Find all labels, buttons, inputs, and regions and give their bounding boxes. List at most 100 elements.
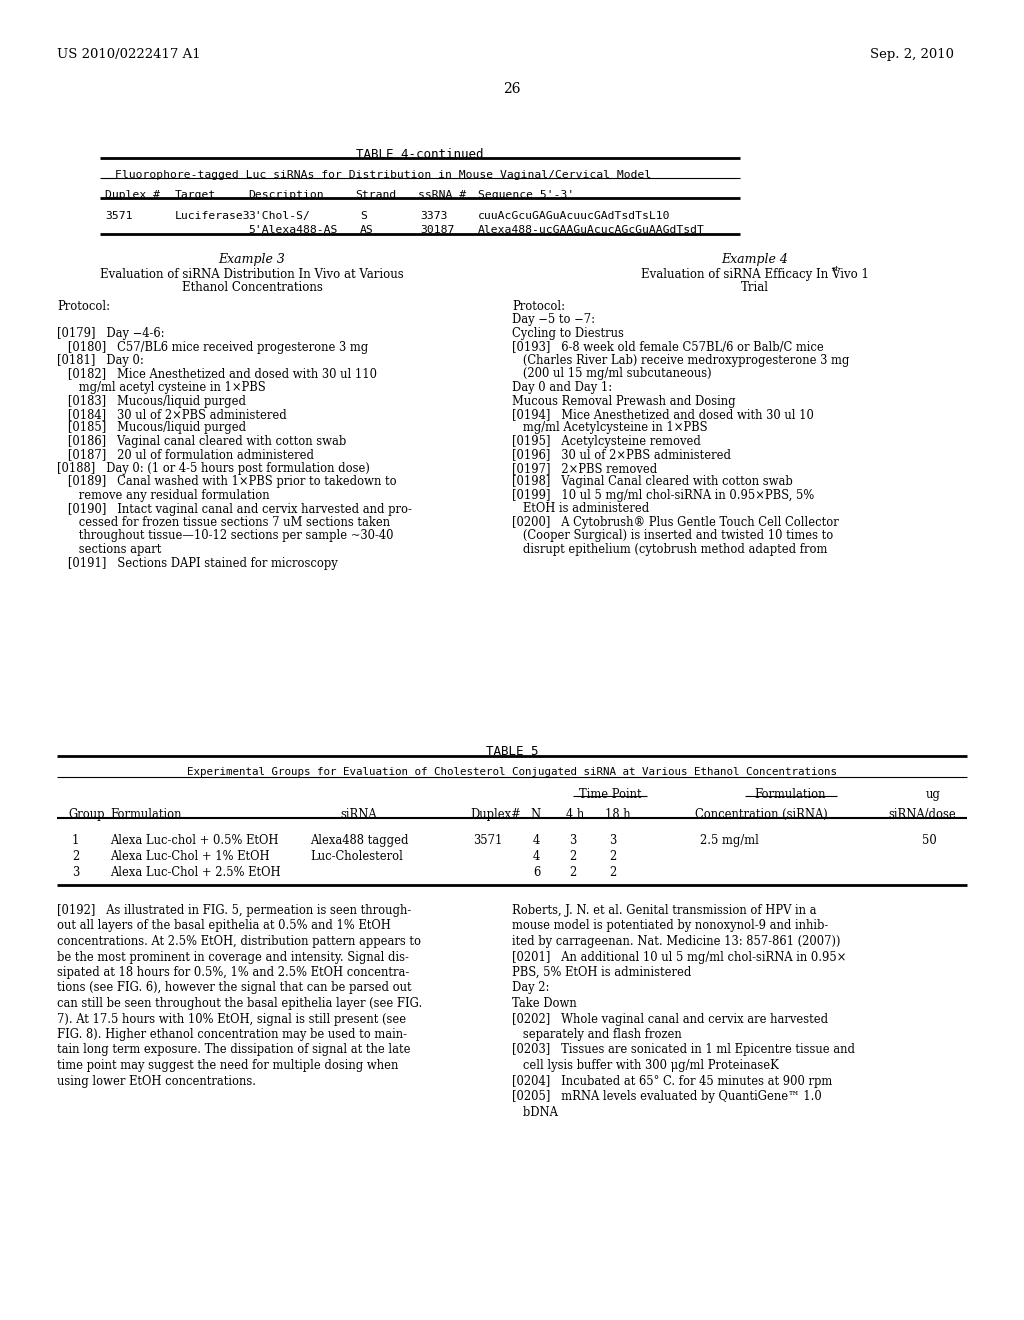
Text: [0192]   As illustrated in FIG. 5, permeation is seen through-: [0192] As illustrated in FIG. 5, permeat…: [57, 904, 412, 917]
Text: be the most prominent in coverage and intensity. Signal dis-: be the most prominent in coverage and in…: [57, 950, 409, 964]
Text: 3: 3: [609, 834, 616, 847]
Text: out all layers of the basal epithelia at 0.5% and 1% EtOH: out all layers of the basal epithelia at…: [57, 920, 391, 932]
Text: Group: Group: [68, 808, 104, 821]
Text: 1: 1: [72, 834, 80, 847]
Text: [0187]   20 ul of formulation administered: [0187] 20 ul of formulation administered: [57, 449, 314, 462]
Text: 50: 50: [922, 834, 937, 847]
Text: [0193]   6-8 week old female C57BL/6 or Balb/C mice: [0193] 6-8 week old female C57BL/6 or Ba…: [512, 341, 823, 354]
Text: Ethanol Concentrations: Ethanol Concentrations: [181, 281, 323, 294]
Text: remove any residual formulation: remove any residual formulation: [57, 488, 269, 502]
Text: FIG. 8). Higher ethanol concentration may be used to main-: FIG. 8). Higher ethanol concentration ma…: [57, 1028, 407, 1041]
Text: can still be seen throughout the basal epithelia layer (see FIG.: can still be seen throughout the basal e…: [57, 997, 422, 1010]
Text: Time Point: Time Point: [579, 788, 641, 801]
Text: Experimental Groups for Evaluation of Cholesterol Conjugated siRNA at Various Et: Experimental Groups for Evaluation of Ch…: [187, 767, 837, 777]
Text: [0198]   Vaginal Canal cleared with cotton swab: [0198] Vaginal Canal cleared with cotton…: [512, 475, 793, 488]
Text: st: st: [831, 265, 840, 273]
Text: 4: 4: [534, 850, 541, 863]
Text: 3'Chol-S/: 3'Chol-S/: [248, 211, 310, 220]
Text: (Cooper Surgical) is inserted and twisted 10 times to: (Cooper Surgical) is inserted and twiste…: [512, 529, 834, 543]
Text: 4: 4: [534, 834, 541, 847]
Text: Luciferase3: Luciferase3: [175, 211, 251, 220]
Text: Target: Target: [175, 190, 216, 201]
Text: cuuAcGcuGAGuAcuucGAdTsdTsL10: cuuAcGcuGAGuAcuucGAdTsdTsL10: [478, 211, 671, 220]
Text: cell lysis buffer with 300 μg/ml ProteinaseK: cell lysis buffer with 300 μg/ml Protein…: [512, 1059, 779, 1072]
Text: 2: 2: [569, 866, 577, 879]
Text: Formulation: Formulation: [755, 788, 825, 801]
Text: [0179]   Day −4-6:: [0179] Day −4-6:: [57, 327, 165, 341]
Text: 2: 2: [72, 850, 79, 863]
Text: Mucous Removal Prewash and Dosing: Mucous Removal Prewash and Dosing: [512, 395, 735, 408]
Text: Day 0 and Day 1:: Day 0 and Day 1:: [512, 381, 612, 393]
Text: 3571: 3571: [105, 211, 132, 220]
Text: Alexa Luc-chol + 0.5% EtOH: Alexa Luc-chol + 0.5% EtOH: [110, 834, 279, 847]
Text: [0186]   Vaginal canal cleared with cotton swab: [0186] Vaginal canal cleared with cotton…: [57, 436, 346, 447]
Text: 3: 3: [569, 834, 577, 847]
Text: Alexa488 tagged: Alexa488 tagged: [310, 834, 409, 847]
Text: [0181]   Day 0:: [0181] Day 0:: [57, 354, 143, 367]
Text: 3: 3: [72, 866, 79, 879]
Text: EtOH is administered: EtOH is administered: [512, 503, 649, 516]
Text: TABLE 4-continued: TABLE 4-continued: [356, 148, 483, 161]
Text: US 2010/0222417 A1: US 2010/0222417 A1: [57, 48, 201, 61]
Text: [0189]   Canal washed with 1×PBS prior to takedown to: [0189] Canal washed with 1×PBS prior to …: [57, 475, 396, 488]
Text: S: S: [360, 211, 367, 220]
Text: Example 4: Example 4: [722, 253, 788, 267]
Text: 30187: 30187: [420, 224, 455, 235]
Text: Take Down: Take Down: [512, 997, 577, 1010]
Text: Protocol:: Protocol:: [57, 300, 110, 313]
Text: ited by carrageenan. Nat. Medicine 13: 857-861 (2007)): ited by carrageenan. Nat. Medicine 13: 8…: [512, 935, 841, 948]
Text: 4 h: 4 h: [566, 808, 585, 821]
Text: 6: 6: [534, 866, 541, 879]
Text: tions (see FIG. 6), however the signal that can be parsed out: tions (see FIG. 6), however the signal t…: [57, 982, 412, 994]
Text: [0185]   Mucous/liquid purged: [0185] Mucous/liquid purged: [57, 421, 246, 434]
Text: ssRNA #: ssRNA #: [418, 190, 466, 201]
Text: [0188]   Day 0: (1 or 4-5 hours post formulation dose): [0188] Day 0: (1 or 4-5 hours post formu…: [57, 462, 370, 475]
Text: [0197]   2×PBS removed: [0197] 2×PBS removed: [512, 462, 657, 475]
Text: throughout tissue—10-12 sections per sample ~30-40: throughout tissue—10-12 sections per sam…: [57, 529, 393, 543]
Text: [0204]   Incubated at 65° C. for 45 minutes at 900 rpm: [0204] Incubated at 65° C. for 45 minute…: [512, 1074, 833, 1088]
Text: 26: 26: [503, 82, 521, 96]
Text: [0184]   30 ul of 2×PBS administered: [0184] 30 ul of 2×PBS administered: [57, 408, 287, 421]
Text: 2: 2: [569, 850, 577, 863]
Text: Trial: Trial: [741, 281, 769, 294]
Text: separately and flash frozen: separately and flash frozen: [512, 1028, 682, 1041]
Text: 2.5 mg/ml: 2.5 mg/ml: [700, 834, 759, 847]
Text: [0195]   Acetylcysteine removed: [0195] Acetylcysteine removed: [512, 436, 700, 447]
Text: Alexa Luc-Chol + 2.5% EtOH: Alexa Luc-Chol + 2.5% EtOH: [110, 866, 281, 879]
Text: Protocol:: Protocol:: [512, 300, 565, 313]
Text: Alexa488-ucGAAGuAcucAGcGuAAGdTsdT: Alexa488-ucGAAGuAcucAGcGuAAGdTsdT: [478, 224, 705, 235]
Text: [0196]   30 ul of 2×PBS administered: [0196] 30 ul of 2×PBS administered: [512, 449, 731, 462]
Text: mg/ml acetyl cysteine in 1×PBS: mg/ml acetyl cysteine in 1×PBS: [57, 381, 266, 393]
Text: [0190]   Intact vaginal canal and cervix harvested and pro-: [0190] Intact vaginal canal and cervix h…: [57, 503, 412, 516]
Text: Day −5 to −7:: Day −5 to −7:: [512, 314, 595, 326]
Text: [0183]   Mucous/liquid purged: [0183] Mucous/liquid purged: [57, 395, 246, 408]
Text: Description: Description: [248, 190, 324, 201]
Text: Duplex #: Duplex #: [105, 190, 160, 201]
Text: [0194]   Mice Anesthetized and dosed with 30 ul 10: [0194] Mice Anesthetized and dosed with …: [512, 408, 814, 421]
Text: Roberts, J. N. et al. Genital transmission of HPV in a: Roberts, J. N. et al. Genital transmissi…: [512, 904, 816, 917]
Text: 3373: 3373: [420, 211, 447, 220]
Text: sections apart: sections apart: [57, 543, 162, 556]
Text: sipated at 18 hours for 0.5%, 1% and 2.5% EtOH concentra-: sipated at 18 hours for 0.5%, 1% and 2.5…: [57, 966, 410, 979]
Text: bDNA: bDNA: [512, 1106, 558, 1118]
Text: disrupt epithelium (cytobrush method adapted from: disrupt epithelium (cytobrush method ada…: [512, 543, 827, 556]
Text: Evaluation of siRNA Efficacy In Vivo 1: Evaluation of siRNA Efficacy In Vivo 1: [641, 268, 869, 281]
Text: siRNA/dose: siRNA/dose: [888, 808, 955, 821]
Text: Example 3: Example 3: [218, 253, 286, 267]
Text: 18 h: 18 h: [605, 808, 631, 821]
Text: Cycling to Diestrus: Cycling to Diestrus: [512, 327, 624, 341]
Text: 2: 2: [609, 850, 616, 863]
Text: Formulation: Formulation: [110, 808, 181, 821]
Text: Fluorophore-tagged Luc siRNAs for Distribution in Mouse Vaginal/Cervical Model: Fluorophore-tagged Luc siRNAs for Distri…: [115, 170, 651, 180]
Text: 3571: 3571: [473, 834, 503, 847]
Text: ug: ug: [926, 788, 940, 801]
Text: Sequence 5'-3': Sequence 5'-3': [478, 190, 574, 201]
Text: Concentration (siRNA): Concentration (siRNA): [695, 808, 827, 821]
Text: Day 2:: Day 2:: [512, 982, 549, 994]
Text: [0199]   10 ul 5 mg/ml chol-siRNA in 0.95×PBS, 5%: [0199] 10 ul 5 mg/ml chol-siRNA in 0.95×…: [512, 488, 814, 502]
Text: siRNA: siRNA: [340, 808, 377, 821]
Text: AS: AS: [360, 224, 374, 235]
Text: N: N: [530, 808, 540, 821]
Text: 2: 2: [609, 866, 616, 879]
Text: (Charles River Lab) receive medroxyprogesterone 3 mg: (Charles River Lab) receive medroxyproge…: [512, 354, 849, 367]
